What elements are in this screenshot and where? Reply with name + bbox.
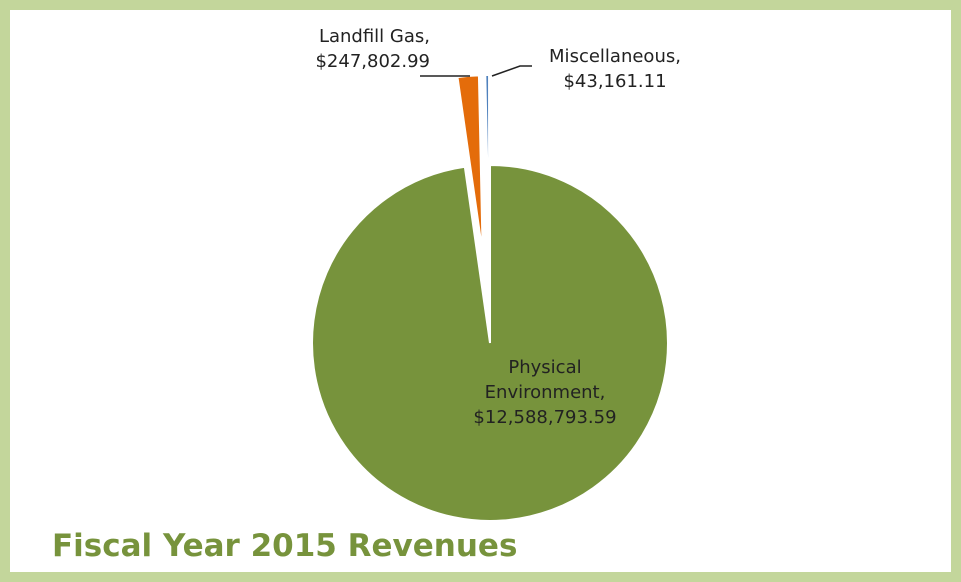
data-label: Physical Environment, $12,588,793.59: [465, 355, 625, 430]
leader-line: [491, 65, 532, 77]
label-category: Physical Environment,: [484, 357, 606, 403]
label-value: $43,161.11: [563, 71, 667, 92]
pie-slice: [310, 163, 669, 522]
label-category: Landfill Gas,: [318, 26, 430, 47]
data-label: Miscellaneous, $43,161.11: [530, 44, 700, 94]
label-category: Miscellaneous,: [549, 46, 681, 67]
label-value: $247,802.99: [315, 51, 430, 72]
label-value: $12,588,793.59: [473, 407, 617, 428]
pie-slice: [484, 74, 491, 254]
chart-title: Fiscal Year 2015 Revenues: [52, 528, 518, 564]
pie-area: [310, 65, 669, 522]
data-label: Landfill Gas, $247,802.99: [260, 24, 430, 74]
